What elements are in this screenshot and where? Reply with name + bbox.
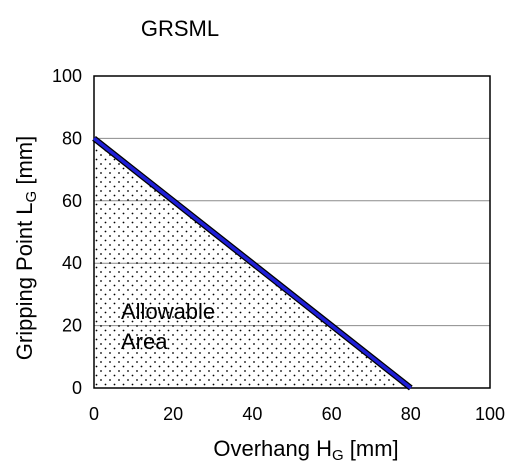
- x-axis-title: Overhang HG [mm]: [213, 436, 398, 464]
- x-tick-label-40: 40: [242, 404, 262, 424]
- y-tick-label-80: 80: [62, 128, 82, 148]
- x-tick-label-20: 20: [163, 404, 183, 424]
- region-label-line-2: Area: [121, 329, 168, 354]
- x-axis-title-subscript: G: [332, 447, 344, 464]
- region-label: Allowable Area: [121, 299, 221, 354]
- series-group: [92, 136, 413, 391]
- y-tick-label-20: 20: [62, 316, 82, 336]
- y-axis-title-main: Gripping Point L: [12, 202, 37, 360]
- region-label-line-1: Allowable: [121, 299, 215, 324]
- x-tick-label-60: 60: [322, 404, 342, 424]
- x-axis-title-unit: [mm]: [344, 436, 399, 461]
- x-tick-labels: 0 20 40 60 80 100: [89, 404, 505, 424]
- chart-title: GRSML: [141, 16, 219, 41]
- y-tick-labels: 0 20 40 60 80 100: [52, 66, 82, 398]
- series-0-line: [92, 137, 412, 390]
- x-tick-label-100: 100: [475, 404, 505, 424]
- y-axis-title-unit: [mm]: [12, 136, 37, 191]
- y-axis-title-subscript: G: [23, 191, 40, 203]
- x-tick-label-0: 0: [89, 404, 99, 424]
- x-axis-title-main: Overhang H: [213, 436, 332, 461]
- y-tick-label-40: 40: [62, 253, 82, 273]
- y-axis-title: Gripping Point LG [mm]: [12, 136, 40, 360]
- y-tick-label-60: 60: [62, 191, 82, 211]
- y-tick-label-100: 100: [52, 66, 82, 86]
- x-tick-label-80: 80: [401, 404, 421, 424]
- y-tick-label-0: 0: [72, 378, 82, 398]
- plot-frame-group: [93, 75, 491, 389]
- plot-frame: [93, 75, 491, 389]
